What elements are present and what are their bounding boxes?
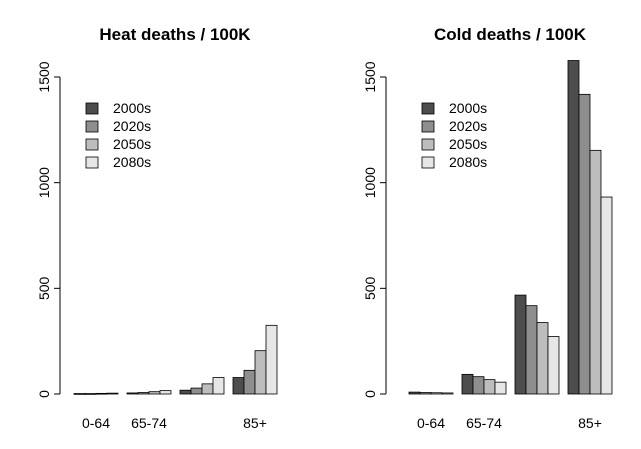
bar bbox=[567, 60, 580, 395]
bar bbox=[441, 392, 454, 395]
bar bbox=[408, 391, 421, 395]
legend-label: 2050s bbox=[113, 136, 151, 152]
bar bbox=[430, 392, 443, 395]
y-tick-label: 500 bbox=[362, 276, 378, 300]
y-tick-label: 0 bbox=[36, 390, 52, 398]
legend: 2000s 2020s 2050s 2080s bbox=[85, 100, 151, 170]
bar bbox=[84, 393, 97, 395]
bar bbox=[212, 377, 225, 395]
bar bbox=[148, 391, 161, 395]
y-axis: 0 500 1000 1500 bbox=[36, 61, 61, 398]
legend-swatch bbox=[421, 138, 435, 151]
legend-label: 2020s bbox=[449, 118, 487, 134]
legend-label: 2080s bbox=[449, 154, 487, 170]
bar bbox=[536, 322, 549, 395]
bar bbox=[126, 392, 139, 395]
bar bbox=[472, 376, 485, 395]
bar bbox=[419, 392, 432, 395]
legend-swatch bbox=[421, 156, 435, 169]
chart-title: Cold deaths / 100K bbox=[434, 25, 587, 44]
bar bbox=[265, 324, 278, 395]
bar bbox=[254, 350, 267, 395]
bar bbox=[232, 377, 245, 395]
y-tick-label: 1000 bbox=[36, 167, 52, 198]
bar bbox=[600, 196, 613, 395]
bar bbox=[494, 381, 507, 395]
bar bbox=[461, 373, 474, 395]
bar bbox=[159, 390, 172, 395]
legend-swatch bbox=[85, 156, 99, 169]
legend: 2000s 2020s 2050s 2080s bbox=[421, 100, 487, 170]
bar bbox=[525, 305, 538, 395]
bar bbox=[201, 383, 214, 395]
x-tick-label: 0-64 bbox=[82, 415, 110, 431]
y-tick-label: 1500 bbox=[362, 61, 378, 92]
y-tick-label: 1000 bbox=[362, 167, 378, 198]
bar bbox=[73, 393, 86, 395]
legend-label: 2020s bbox=[113, 118, 151, 134]
x-axis-labels: 0-64 65-74 85+ bbox=[417, 415, 602, 431]
legend-label: 2000s bbox=[449, 100, 487, 116]
y-axis: 0 500 1000 1500 bbox=[362, 61, 387, 398]
legend-swatch bbox=[421, 120, 435, 133]
legend-swatch bbox=[421, 102, 435, 115]
bar bbox=[179, 389, 192, 395]
legend-label: 2050s bbox=[449, 136, 487, 152]
legend-swatch bbox=[85, 102, 99, 115]
legend-label: 2000s bbox=[113, 100, 151, 116]
bar bbox=[547, 336, 560, 395]
bar bbox=[95, 392, 108, 395]
y-tick-label: 1500 bbox=[36, 61, 52, 92]
legend-swatch bbox=[85, 138, 99, 151]
bar bbox=[514, 294, 527, 395]
bar bbox=[106, 392, 119, 395]
bar bbox=[243, 369, 256, 395]
legend-label: 2080s bbox=[113, 154, 151, 170]
bar bbox=[578, 93, 591, 395]
y-tick-label: 0 bbox=[362, 390, 378, 398]
cold-deaths-panel: Cold deaths / 100K 0 500 1000 1500 0-64 65-7… bbox=[362, 25, 613, 431]
bar-group bbox=[408, 60, 613, 395]
bar bbox=[483, 379, 496, 395]
x-tick-label: 85+ bbox=[578, 415, 602, 431]
bar-group bbox=[73, 324, 278, 395]
x-tick-label: 85+ bbox=[243, 415, 267, 431]
x-tick-label: 65-74 bbox=[131, 415, 167, 431]
legend-swatch bbox=[85, 120, 99, 133]
chart-title: Heat deaths / 100K bbox=[99, 25, 251, 44]
x-tick-label: 65-74 bbox=[466, 415, 502, 431]
bar bbox=[589, 149, 602, 395]
bar bbox=[137, 392, 150, 395]
heat-deaths-panel: Heat deaths / 100K 0 500 1000 1500 0-64 65-7… bbox=[36, 25, 278, 431]
bar bbox=[190, 387, 203, 395]
x-axis-labels: 0-64 65-74 85+ bbox=[82, 415, 267, 431]
x-tick-label: 0-64 bbox=[417, 415, 445, 431]
y-tick-label: 500 bbox=[36, 276, 52, 300]
